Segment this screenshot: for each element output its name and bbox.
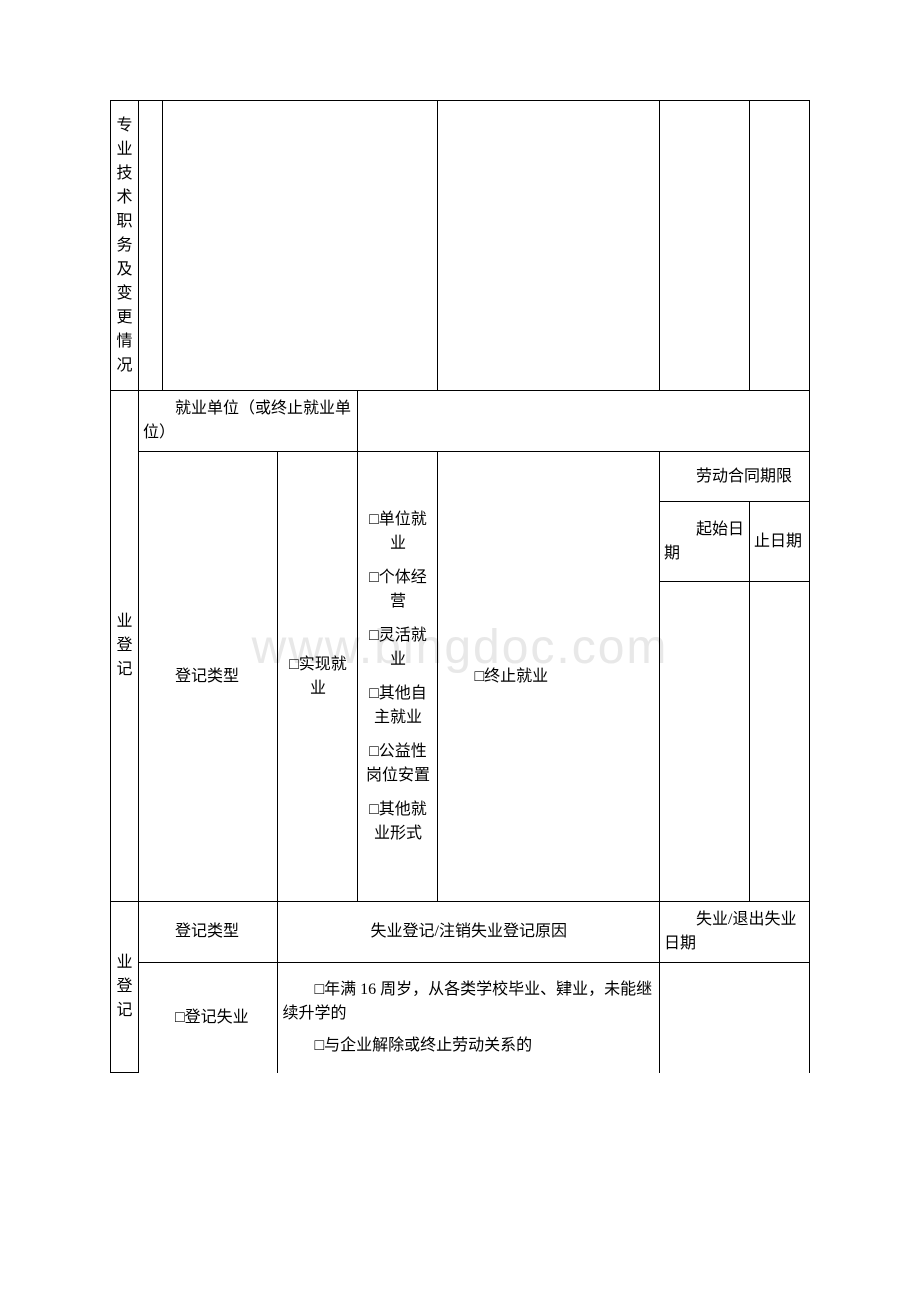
realize-employment[interactable]: □实现就业 (278, 452, 358, 902)
start-date-value[interactable] (660, 582, 750, 902)
employment-options[interactable]: □单位就业 □个体经营 □灵活就业 □其他自主就业 □公益性岗位安置 □其他就业… (358, 452, 438, 902)
terminate-employment[interactable]: □终止就业 (438, 452, 660, 902)
employer-value[interactable] (358, 391, 810, 452)
end-date-label: 止日期 (750, 502, 810, 582)
s1-col3 (438, 101, 660, 391)
s1-col4 (660, 101, 750, 391)
reg-type-label: 登记类型 (139, 452, 278, 902)
s3-date-header: 失业/退出失业日期 (660, 902, 810, 963)
s3-reg-type-label: 登记类型 (139, 902, 278, 963)
employer-label: 就业单位（或终止就业单位） (139, 391, 358, 452)
end-date-value[interactable] (750, 582, 810, 902)
form-table: 专业技术职务及变更情况 业登记 就业单位（或终止就业单位） 登记类型 □实现就业… (110, 100, 810, 1073)
s1-col1 (139, 101, 163, 391)
s3-reason-header: 失业登记/注销失业登记原因 (278, 902, 660, 963)
s3-register-unemp[interactable]: □登记失业 (139, 963, 278, 1073)
start-date-label: 起始日期 (660, 502, 750, 582)
s1-col5 (750, 101, 810, 391)
section2-label: 业登记 (111, 391, 139, 902)
s3-reasons[interactable]: □年满 16 周岁，从各类学校毕业、肄业，未能继续升学的 □与企业解除或终止劳动… (278, 963, 660, 1073)
section3-label: 业登记 (111, 902, 139, 1073)
s3-date-value[interactable] (660, 963, 810, 1073)
contract-period-label: 劳动合同期限 (660, 452, 810, 502)
s1-col2 (163, 101, 438, 391)
section1-label: 专业技术职务及变更情况 (111, 101, 139, 391)
